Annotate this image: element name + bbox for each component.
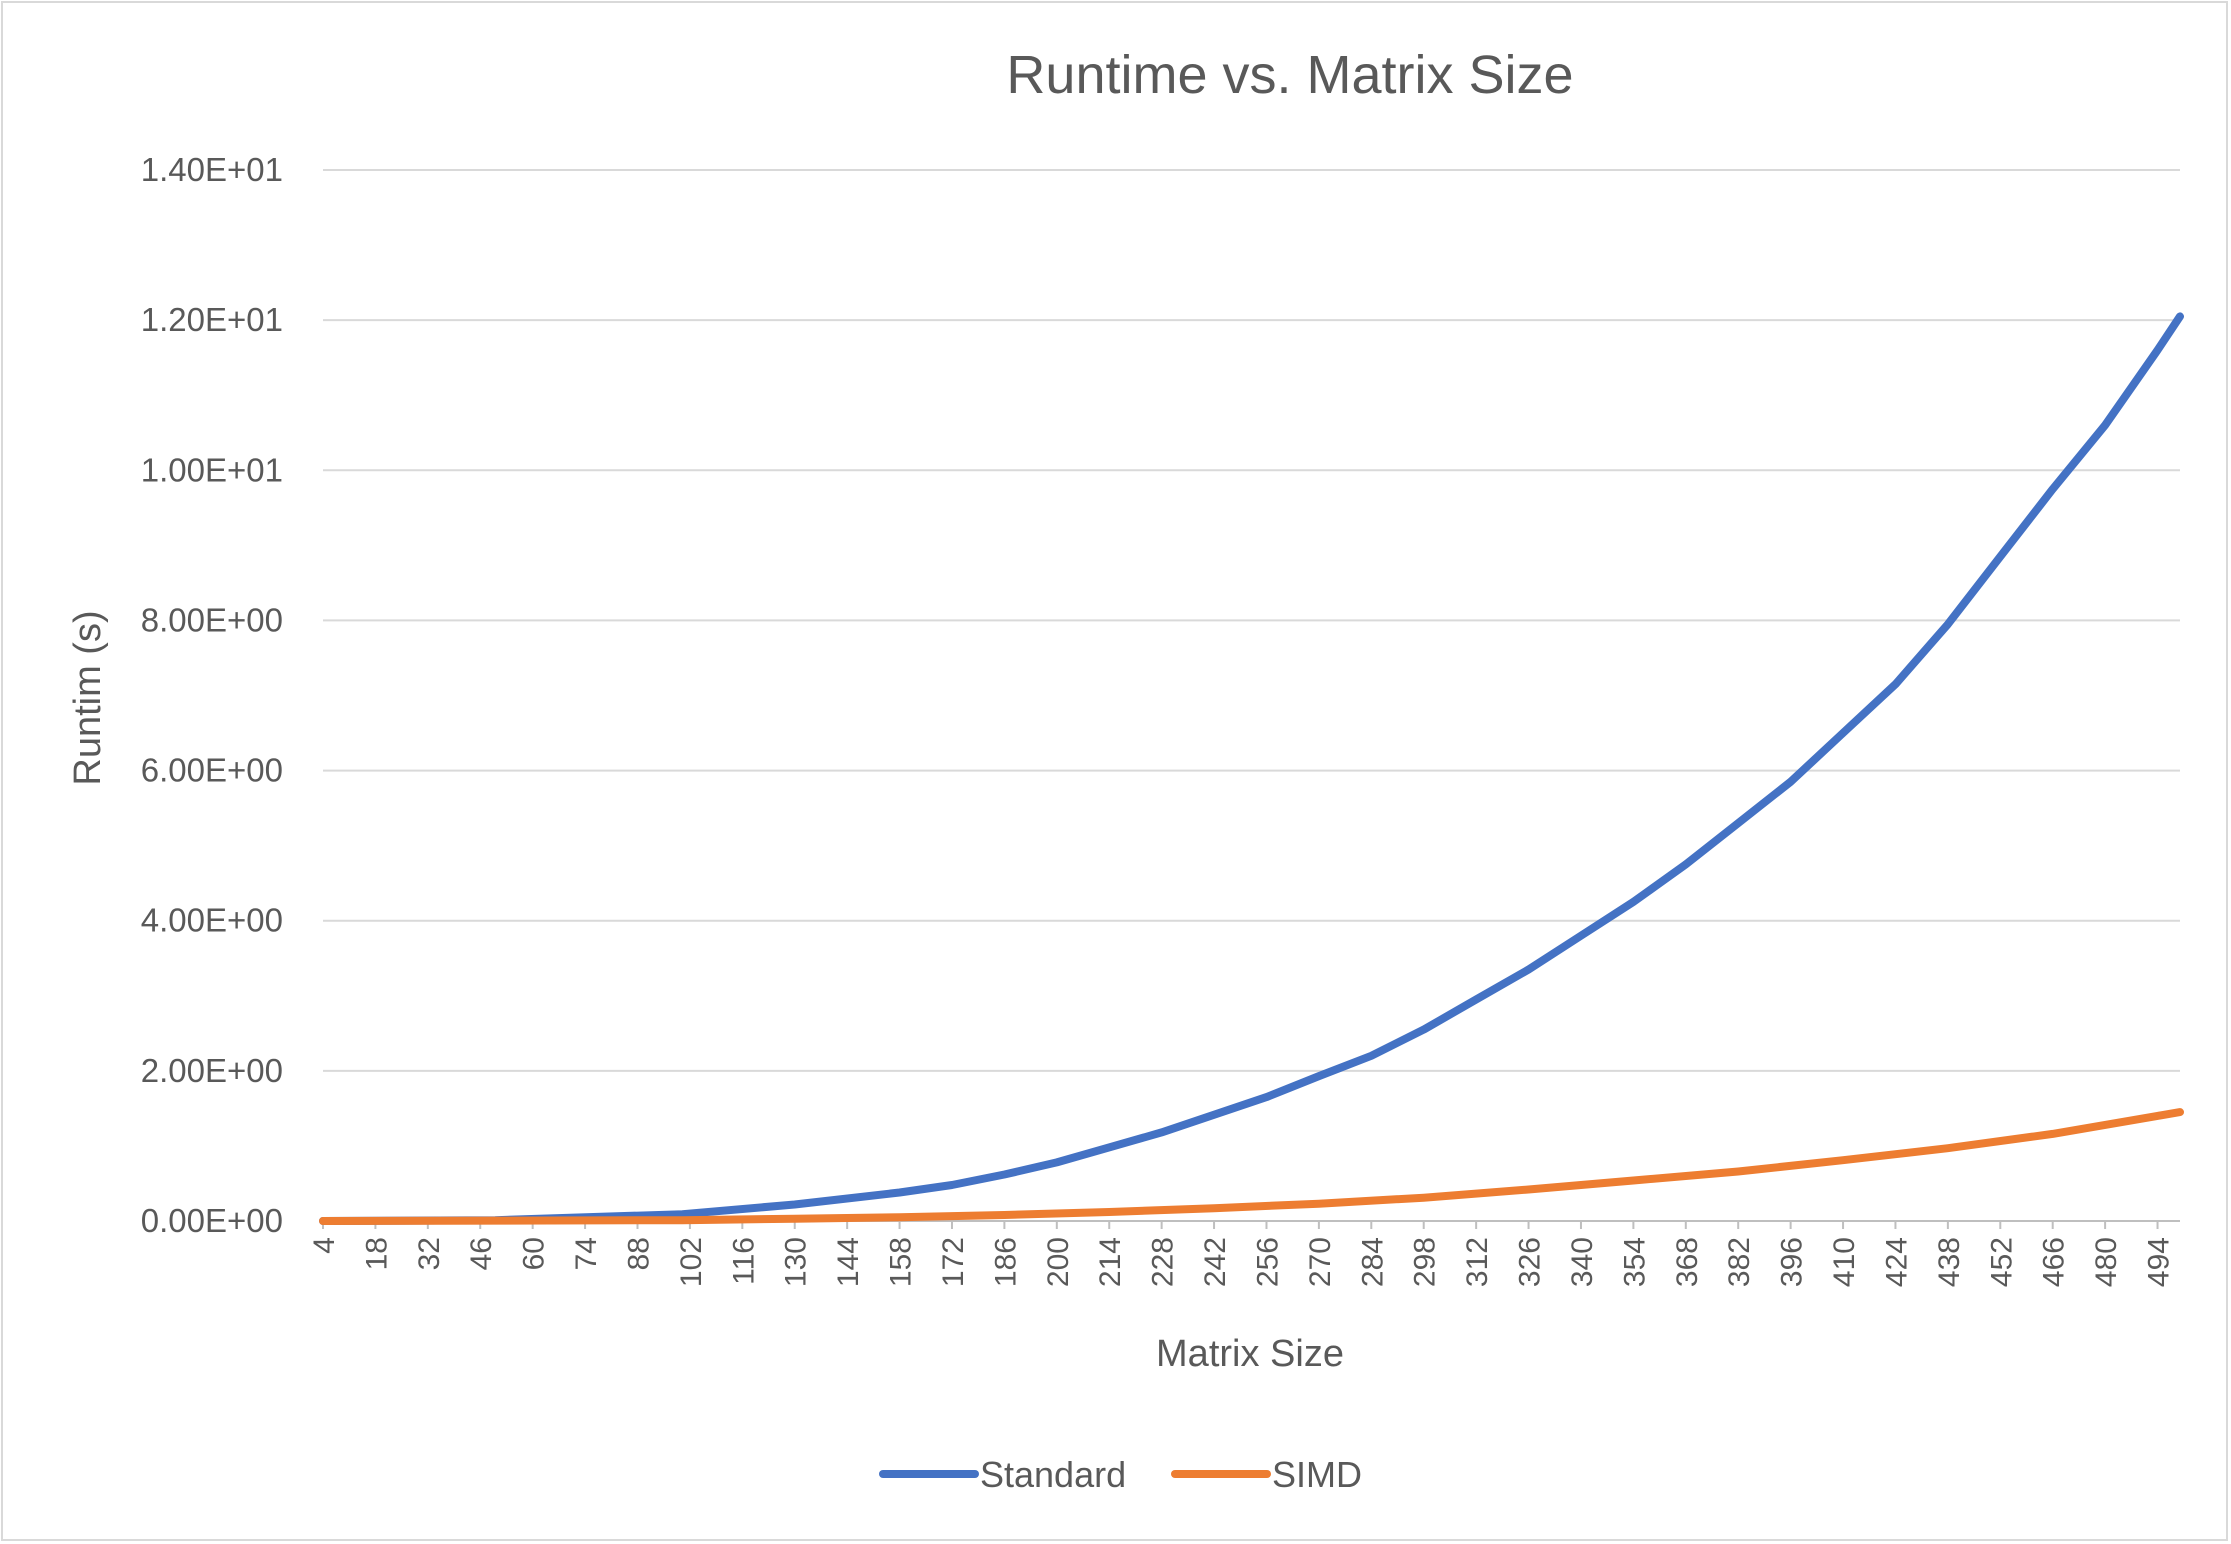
x-tick-label: 158 [885, 1237, 918, 1287]
x-tick-label: 452 [1985, 1237, 2018, 1287]
y-tick-label: 1.40E+01 [141, 151, 283, 188]
x-tick-label: 214 [1094, 1237, 1127, 1287]
y-tick-label: 4.00E+00 [141, 902, 283, 939]
x-tick-label: 410 [1828, 1237, 1861, 1287]
x-tick-label: 312 [1461, 1237, 1494, 1287]
x-tick-label: 242 [1199, 1237, 1232, 1287]
x-tick-label: 88 [622, 1237, 655, 1270]
x-tick-label: 102 [675, 1237, 708, 1287]
y-tick-label: 1.20E+01 [141, 301, 283, 338]
y-tick-label: 8.00E+00 [141, 601, 283, 638]
x-tick-label: 144 [832, 1237, 865, 1287]
x-tick-label: 60 [518, 1237, 551, 1270]
x-tick-label: 256 [1251, 1237, 1284, 1287]
x-tick-label: 438 [1933, 1237, 1966, 1287]
x-tick-label: 298 [1409, 1237, 1442, 1287]
x-tick-label: 172 [937, 1237, 970, 1287]
legend: Standard SIMD [879, 1454, 1362, 1495]
x-tick-label: 382 [1723, 1237, 1756, 1287]
series-lines [319, 312, 2184, 1225]
x-tick-label: 340 [1566, 1237, 1599, 1287]
x-tick-label: 480 [2090, 1237, 2123, 1287]
x-tick-label: 46 [465, 1237, 498, 1270]
legend-label-simd: SIMD [1272, 1454, 1362, 1495]
x-tick-label: 74 [570, 1237, 603, 1270]
y-axis-title: Runtim (s) [67, 610, 109, 785]
series-line-simd [319, 1108, 2184, 1225]
x-axis-title: Matrix Size [1156, 1333, 1344, 1375]
x-tick-label: 368 [1671, 1237, 1704, 1287]
y-axis-ticks: 0.00E+00 2.00E+00 4.00E+00 6.00E+00 8.00E+00… [141, 151, 283, 1239]
x-tick-label: 270 [1304, 1237, 1337, 1287]
x-tick-label: 32 [413, 1237, 446, 1270]
gridlines [323, 169, 2180, 1222]
y-tick-label: 6.00E+00 [141, 752, 283, 789]
y-tick-label: 0.00E+00 [141, 1202, 283, 1239]
y-tick-label: 2.00E+00 [141, 1052, 283, 1089]
x-tick-label: 130 [780, 1237, 813, 1287]
x-axis-ticks: 4 18 32 46 60 74 88 102 116 130 144 158 172 186 200 214… [308, 1221, 2176, 1287]
x-tick-label: 326 [1514, 1237, 1547, 1287]
x-tick-label: 116 [727, 1237, 760, 1285]
x-tick-label: 186 [989, 1237, 1022, 1287]
x-tick-label: 354 [1618, 1237, 1651, 1287]
x-tick-label: 18 [360, 1237, 393, 1270]
x-tick-label: 200 [1042, 1237, 1075, 1287]
x-tick-label: 228 [1147, 1237, 1180, 1287]
x-tick-label: 424 [1880, 1237, 1913, 1287]
x-tick-label: 494 [2143, 1237, 2176, 1287]
legend-label-standard: Standard [980, 1454, 1126, 1495]
x-tick-label: 284 [1356, 1237, 1389, 1287]
chart-title: Runtime vs. Matrix Size [1006, 45, 1573, 105]
x-tick-label: 396 [1776, 1237, 1809, 1287]
x-tick-label: 466 [2038, 1237, 2071, 1287]
y-tick-label: 1.00E+01 [141, 451, 283, 488]
x-tick-label: 4 [308, 1237, 341, 1254]
series-line-standard [319, 312, 2184, 1225]
